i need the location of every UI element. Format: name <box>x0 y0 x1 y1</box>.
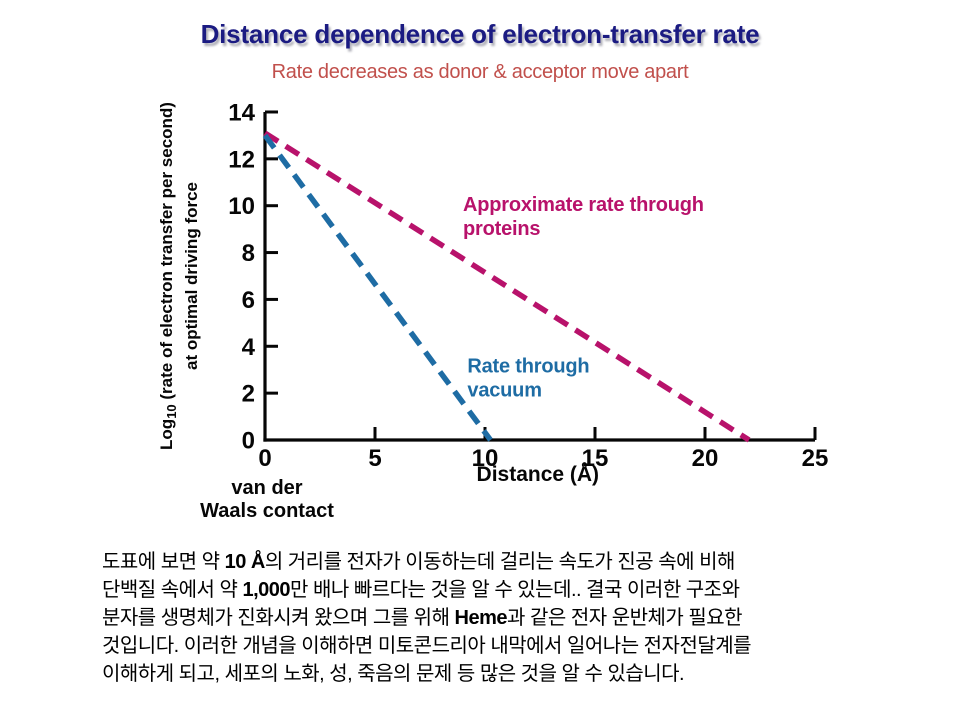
y-tick-label: 8 <box>242 240 255 267</box>
origin-caption: van der <box>231 477 302 499</box>
caption-line: 단백질 속에서 약 1,000만 배나 빠르다는 것을 알 수 있는데.. 결국… <box>102 576 882 604</box>
caption-bold-text: Heme <box>454 607 508 629</box>
series-line-1 <box>262 133 493 442</box>
caption-text: 도표에 보면 약 <box>102 551 225 573</box>
y-tick-label: 14 <box>228 99 255 126</box>
caption-line: 도표에 보면 약 10 Å의 거리를 전자가 이동하는데 걸리는 속도가 진공 … <box>102 548 882 576</box>
y-axis-title-line2: at optimal driving force <box>182 182 201 370</box>
series-label-0: proteins <box>463 218 540 240</box>
caption-line: 분자를 생명체가 진화시켜 왔으며 그를 위해 Heme과 같은 전자 운반체가… <box>102 604 882 632</box>
y-tick-label: 4 <box>242 334 256 361</box>
x-tick-label: 10 <box>472 445 499 472</box>
series-label-1: Rate through <box>467 356 589 378</box>
y-tick-label: 12 <box>228 146 255 173</box>
x-tick-label: 0 <box>258 445 271 472</box>
y-tick-label: 6 <box>242 287 255 314</box>
origin-caption: Waals contact <box>200 500 334 522</box>
x-axis-title: Distance (Å) <box>477 462 600 486</box>
y-axis-title-line1: Log10 (rate of electron transfer per sec… <box>157 102 179 450</box>
series-line-0 <box>263 130 751 443</box>
slide-subtitle: Rate decreases as donor & acceptor move … <box>271 61 689 83</box>
korean-caption: 도표에 보면 약 10 Å의 거리를 전자가 이동하는데 걸리는 속도가 진공 … <box>102 548 882 688</box>
caption-line: 것입니다. 이러한 개념을 이해하면 미토콘드리아 내막에서 일어나는 전자전달… <box>102 632 882 660</box>
series-label-0: Approximate rate through <box>463 194 704 216</box>
rate-distance-chart: 0 2 4 6 8 10 12 14 0 5 10 15 20 25 Distance (Å) van der… <box>157 99 829 522</box>
caption-text: 분자를 생명체가 진화시켜 왔으며 그를 위해 <box>102 607 455 629</box>
x-tick-label: 20 <box>692 445 719 472</box>
x-tick-label: 5 <box>368 445 381 472</box>
caption-line: 이해하게 되고, 세포의 노화, 성, 죽음의 문제 등 많은 것을 알 수 있… <box>102 660 882 688</box>
x-tick-label: 15 <box>582 445 609 472</box>
caption-bold-text: 10 Å <box>224 551 266 573</box>
caption-text: 단백질 속에서 약 <box>102 579 243 601</box>
y-tick-label: 2 <box>242 381 255 408</box>
caption-text: 것입니다. 이러한 개념을 이해하면 미토콘드리아 내막에서 일어나는 전자전달… <box>102 635 752 657</box>
y-tick-label: 0 <box>242 428 255 455</box>
y-tick-label: 10 <box>228 193 255 220</box>
x-tick-label: 25 <box>802 445 829 472</box>
series-label-1: vacuum <box>467 380 541 402</box>
slide-title: Distance dependence of electron-transfer… <box>200 19 760 49</box>
caption-bold-text: 1,000 <box>242 579 291 601</box>
caption-text: 이해하게 되고, 세포의 노화, 성, 죽음의 문제 등 많은 것을 알 수 있… <box>102 663 685 685</box>
caption-text: 만 배나 빠르다는 것을 알 수 있는데.. 결국 이러한 구조와 <box>290 579 740 601</box>
caption-text: 의 거리를 전자가 이동하는데 걸리는 속도가 진공 속에 비해 <box>264 551 736 573</box>
caption-text: 과 같은 전자 운반체가 필요한 <box>507 607 743 629</box>
